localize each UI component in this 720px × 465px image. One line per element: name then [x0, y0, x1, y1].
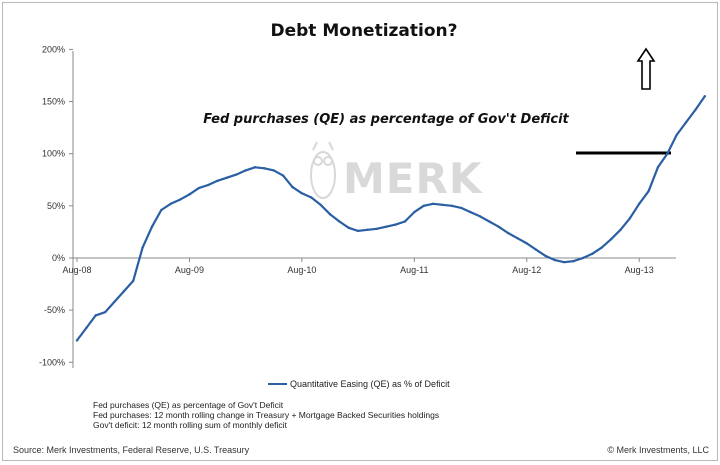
series-point [103, 311, 107, 314]
series-point [113, 300, 116, 304]
x-tick-label: Aug-09 [175, 265, 204, 275]
series-point [431, 202, 435, 205]
series-point [253, 166, 257, 169]
series-line [75, 152, 669, 342]
series-point [534, 248, 538, 251]
series-point [216, 179, 219, 183]
series-point [235, 173, 238, 176]
series-point [319, 203, 322, 207]
series-point [310, 196, 313, 199]
series-point [366, 228, 369, 232]
y-tick-label: 50% [47, 201, 65, 211]
series-point [591, 252, 594, 256]
series-point [394, 223, 397, 226]
series-point [197, 186, 201, 190]
series-point [141, 246, 144, 249]
series-point [300, 192, 304, 195]
series-point [150, 225, 154, 228]
series-point [572, 259, 575, 263]
series-point [506, 231, 510, 235]
series-point [272, 169, 275, 172]
source-text: Source: Merk Investments, Federal Reserv… [13, 445, 250, 455]
series-point [160, 208, 163, 212]
series-point [600, 246, 603, 249]
series-point [459, 206, 463, 210]
x-tick-label: Aug-13 [625, 265, 654, 275]
legend-label: Quantitative Easing (QE) as % of Deficit [290, 379, 450, 389]
series-point [206, 183, 210, 187]
series-point [94, 314, 97, 317]
series-point [694, 108, 697, 112]
series-point [188, 193, 191, 196]
series-point [375, 227, 379, 230]
series-point [525, 242, 528, 245]
series-point [338, 220, 341, 223]
series-point [488, 220, 491, 223]
chart-annotation: Fed purchases (QE) as percentage of Gov'… [203, 112, 569, 127]
x-tick-label: Aug-12 [512, 265, 541, 275]
series-point [385, 225, 388, 228]
series-point [263, 167, 266, 170]
series-point [628, 217, 632, 220]
series-point [356, 229, 360, 233]
series-point [516, 236, 519, 240]
series-point [328, 212, 332, 216]
series-point [553, 258, 557, 262]
series-point [122, 290, 126, 293]
y-tick-label: 0% [52, 253, 65, 263]
y-tick-label: 150% [42, 97, 65, 107]
x-tick-label: Aug-08 [62, 265, 91, 275]
series-point [169, 202, 172, 205]
series-point [281, 174, 285, 177]
series-point [544, 254, 547, 258]
series-point [469, 210, 472, 214]
y-tick-label: 100% [42, 149, 65, 159]
y-tick-label: -100% [39, 357, 65, 367]
series-point [684, 121, 688, 124]
series-point [666, 152, 669, 155]
series-point [422, 204, 425, 208]
series-point [450, 204, 453, 208]
owl-logo [310, 141, 336, 199]
series-point [244, 169, 247, 172]
chart-title: Debt Monetization? [271, 21, 458, 41]
series-point [478, 215, 482, 218]
chart-canvas: Debt Monetization? MERK 200% 150% 100% 50% 0… [13, 21, 709, 455]
series-point [703, 95, 706, 98]
series-point [178, 198, 182, 201]
note-line-1: Fed purchases (QE) as percentage of Gov'… [93, 400, 284, 410]
series-point [441, 203, 444, 207]
series-point [413, 210, 416, 214]
series-point [85, 326, 88, 330]
series-point [75, 339, 79, 342]
copyright-text: © Merk Investments, LLC [607, 445, 709, 455]
note-line-3: Gov't deficit: 12 month rolling sum of m… [93, 420, 288, 430]
x-tick-label: Aug-11 [400, 265, 428, 275]
series-point [497, 225, 500, 228]
series-point [638, 202, 641, 205]
watermark: MERK [310, 141, 483, 203]
series-point [647, 190, 650, 193]
series-point [225, 176, 229, 179]
series-point [609, 238, 613, 241]
series-point [132, 279, 135, 283]
series-line-tail [666, 95, 706, 155]
y-tick-label: 200% [42, 44, 65, 54]
series-point [675, 133, 678, 137]
series-point [581, 256, 585, 260]
watermark-text: MERK [343, 154, 483, 203]
y-tick-label: -50% [44, 305, 65, 315]
note-line-2: Fed purchases: 12 month rolling change i… [93, 410, 439, 420]
up-arrow-icon [636, 47, 656, 90]
series-point [403, 220, 407, 223]
series-point [291, 185, 294, 189]
series-point [563, 260, 566, 264]
series-point [347, 226, 350, 229]
series-point [656, 166, 660, 169]
x-tick-label: Aug-10 [287, 265, 316, 275]
series-point [619, 228, 622, 232]
